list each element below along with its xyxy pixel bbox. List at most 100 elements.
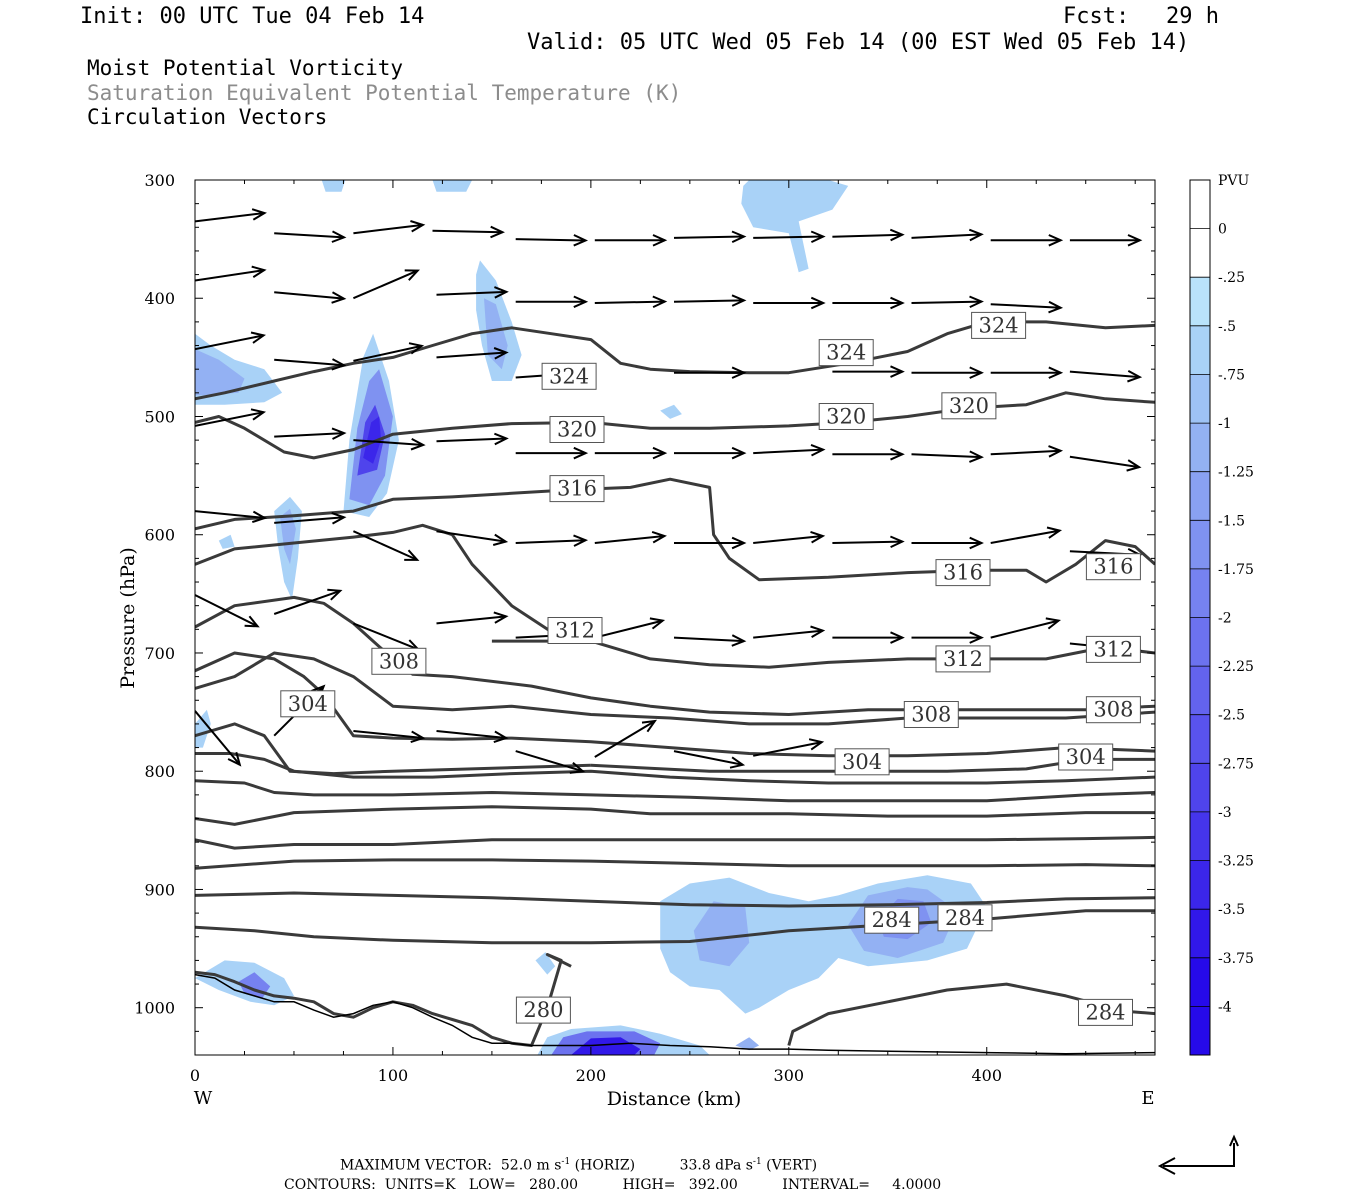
contour-labels-layer: 324 324 324 320 320 320 316 316 316 312 312 312 308 3…: [280, 311, 1141, 1026]
circulation-vector: [753, 443, 826, 457]
contour-label-text: 284: [872, 908, 912, 932]
vector-shaft: [911, 300, 982, 304]
contour-label-box: [549, 475, 605, 503]
plot-frame: [194, 179, 1156, 1056]
theta-es-contour-316: [195, 477, 1155, 584]
colorbar-swatch: [1190, 471, 1210, 521]
circulation-vector: [594, 719, 658, 758]
circulation-vector: [273, 588, 343, 615]
contour-label: 324: [541, 362, 597, 390]
y-tick-label: 600: [144, 526, 175, 545]
contour-label-box: [515, 996, 571, 1024]
contour-label-text: 320: [557, 418, 597, 442]
vector-shaft: [990, 303, 1061, 309]
contour-label: 308: [1085, 696, 1141, 724]
vector-head: [573, 446, 589, 460]
pv-shaded-region: [195, 709, 211, 748]
vector-shaft: [273, 589, 341, 615]
vector-head: [250, 408, 267, 421]
vector-shaft: [1069, 370, 1140, 379]
colorbar-swatch: [1190, 520, 1210, 570]
vector-head: [731, 366, 747, 379]
circulation-vector: [436, 611, 509, 625]
colorbar-swatch: [1190, 568, 1210, 618]
circulation-vector: [436, 730, 509, 744]
footer-max-vector-c: (VERT): [761, 1157, 818, 1174]
circulation-vector: [832, 296, 905, 310]
vector-head: [493, 611, 509, 624]
circulation-vector: [274, 291, 347, 304]
colorbar-label: -2: [1218, 611, 1232, 627]
vector-shaft: [353, 223, 424, 235]
y-tick-label: 300: [144, 171, 175, 190]
footer-max-vector-a: MAXIMUM VECTOR: 52.0 m s: [340, 1157, 562, 1174]
footer-contours: CONTOURS: UNITS=K LOW= 280.00 HIGH= 392.…: [284, 1177, 942, 1193]
contour-label-text: 320: [826, 405, 866, 429]
theta-es-contour-304: [195, 752, 1155, 785]
theta-es-contour-284: [195, 909, 1155, 945]
colorbar-label: -3.5: [1218, 902, 1245, 918]
terrain-line: [195, 973, 1155, 1055]
circulation-vector: [436, 530, 509, 546]
circulation-vector: [753, 738, 825, 757]
contour-label-text: 312: [943, 647, 983, 671]
theta-es-contour-296: [195, 835, 1155, 850]
vector-head: [731, 446, 747, 460]
circulation-vector: [436, 432, 509, 446]
vector-head: [810, 443, 826, 457]
vector-head: [731, 634, 747, 647]
y-tick-label: 500: [144, 407, 175, 426]
vector-head: [969, 450, 984, 463]
circulation-vector: [832, 228, 905, 242]
contour-label-box: [834, 748, 890, 776]
contour-label: 308: [371, 647, 427, 675]
vector-shaft: [990, 449, 1061, 456]
vector-head: [251, 208, 267, 221]
circulation-vector: [753, 230, 826, 244]
vector-head: [810, 296, 826, 310]
circulation-vector: [990, 300, 1064, 314]
contour-label: 316: [1085, 553, 1141, 581]
vector-head: [652, 234, 668, 247]
contour-label-text: 312: [555, 619, 595, 643]
circulation-vector: [195, 710, 242, 767]
contour-label: 316: [935, 559, 991, 587]
x-tick-label: 400: [971, 1066, 1002, 1085]
field-title-mpv: Moist Potential Vorticity: [87, 56, 404, 80]
vector-shaft: [353, 344, 422, 362]
vector-head: [651, 530, 667, 544]
vector-head: [731, 536, 747, 550]
theta-es-contour-306: [195, 722, 591, 776]
vector-head: [250, 331, 267, 344]
circulation-vector: [353, 730, 426, 744]
vector-head: [569, 761, 586, 774]
contour-label: 312: [935, 645, 991, 673]
y-tick-label: 1000: [134, 999, 175, 1018]
contour-label-box: [818, 339, 874, 367]
forecast-hour-value: 29 h: [1166, 4, 1219, 29]
contour-label-box: [864, 906, 920, 934]
circulation-vector: [515, 295, 589, 309]
vector-shaft: [832, 233, 903, 238]
circulation-vector: [832, 365, 905, 378]
footer-max-vector: MAXIMUM VECTOR: 52.0 m s-1 (HORIZ) 33.8 …: [340, 1158, 817, 1173]
circulation-vector: [195, 208, 267, 223]
vector-shaft: [594, 535, 665, 544]
circulation-vector: [911, 366, 984, 379]
theta-es-contour-308: [195, 651, 1155, 758]
vector-head: [404, 269, 420, 281]
circulation-vector: [432, 225, 505, 239]
circulation-vector: [990, 445, 1064, 458]
vector-head: [327, 588, 343, 601]
vector-shaft: [515, 238, 586, 242]
contour-label-text: 308: [911, 703, 951, 727]
colorbar-swatch: [1190, 277, 1210, 327]
contour-label-box: [1085, 635, 1141, 663]
circulation-vector: [594, 530, 667, 544]
contour-label: 320: [818, 403, 874, 430]
vector-shaft: [673, 636, 744, 643]
x-tick-label: 0: [190, 1066, 200, 1085]
vector-head: [1046, 526, 1063, 539]
colorbar-swatch: [1190, 957, 1210, 1007]
vector-head: [731, 294, 747, 307]
